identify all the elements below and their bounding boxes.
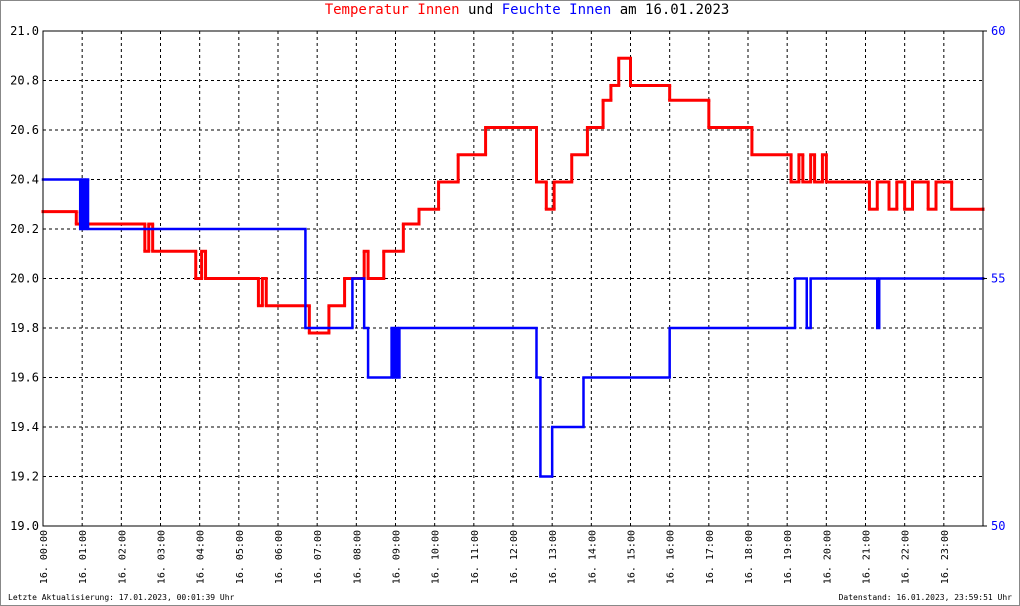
title-series-2: Feuchte Innen	[502, 2, 612, 18]
x-tick-label: 16. 22:00	[901, 530, 912, 584]
x-tick-label: 16. 03:00	[157, 530, 168, 584]
x-tick-label: 16. 20:00	[822, 530, 833, 584]
title-suffix: am 16.01.2023	[620, 2, 730, 18]
y-tick-label: 19.4	[10, 420, 39, 434]
x-tick-label: 16. 19:00	[783, 530, 794, 584]
x-tick-label: 16. 02:00	[117, 530, 128, 584]
x-tick-label: 16. 04:00	[196, 530, 207, 584]
y-tick-label: 20.8	[10, 74, 39, 88]
title-series-1: Temperatur Innen	[325, 2, 460, 18]
y-tick-label: 19.2	[10, 470, 39, 484]
x-tick-label: 16. 00:00	[39, 530, 50, 584]
data-note: Datenstand: 16.01.2023, 23:59:51 Uhr	[839, 593, 1013, 602]
x-tick-label: 16. 05:00	[235, 530, 246, 584]
x-tick-label: 16. 12:00	[509, 530, 520, 584]
x-tick-label: 16. 11:00	[470, 530, 481, 584]
y-tick-label: 19.0	[10, 519, 39, 533]
title-connector: und	[468, 2, 493, 18]
plot-layer	[41, 56, 985, 478]
y-tick-label: 20.0	[10, 272, 39, 286]
x-tick-label: 16. 23:00	[940, 530, 951, 584]
x-tick-label: 16. 15:00	[627, 530, 638, 584]
update-note: Letzte Aktualisierung: 17.01.2023, 00:01…	[8, 593, 235, 602]
x-tick-label: 16. 13:00	[548, 530, 559, 584]
x-tick-label: 16. 16:00	[666, 530, 677, 584]
y-tick-label: 20.2	[10, 222, 39, 236]
y-tick-label: 21.0	[10, 24, 39, 38]
x-tick-label: 16. 09:00	[392, 530, 403, 584]
y-tick-label: 19.8	[10, 321, 39, 335]
x-tick-label: 16. 01:00	[78, 530, 89, 584]
y-tick-label: 20.6	[10, 123, 39, 137]
y2-tick-label: 50	[991, 519, 1005, 533]
x-tick-label: 16. 06:00	[274, 530, 285, 584]
x-tick-label: 16. 14:00	[587, 530, 598, 584]
y2-tick-label: 55	[991, 272, 1005, 286]
y-tick-label: 20.4	[10, 173, 39, 187]
x-tick-label: 16. 08:00	[352, 530, 363, 584]
y2-tick-label: 60	[991, 24, 1005, 38]
x-tick-label: 16. 10:00	[431, 530, 442, 584]
chart-title: Temperatur Innen und Feuchte Innen am 16…	[325, 2, 730, 18]
x-tick-label: 16. 07:00	[313, 530, 324, 584]
x-tick-label: 16. 21:00	[862, 530, 873, 584]
y-tick-label: 19.6	[10, 371, 39, 385]
x-tick-label: 16. 18:00	[744, 530, 755, 584]
x-tick-label: 16. 17:00	[705, 530, 716, 584]
